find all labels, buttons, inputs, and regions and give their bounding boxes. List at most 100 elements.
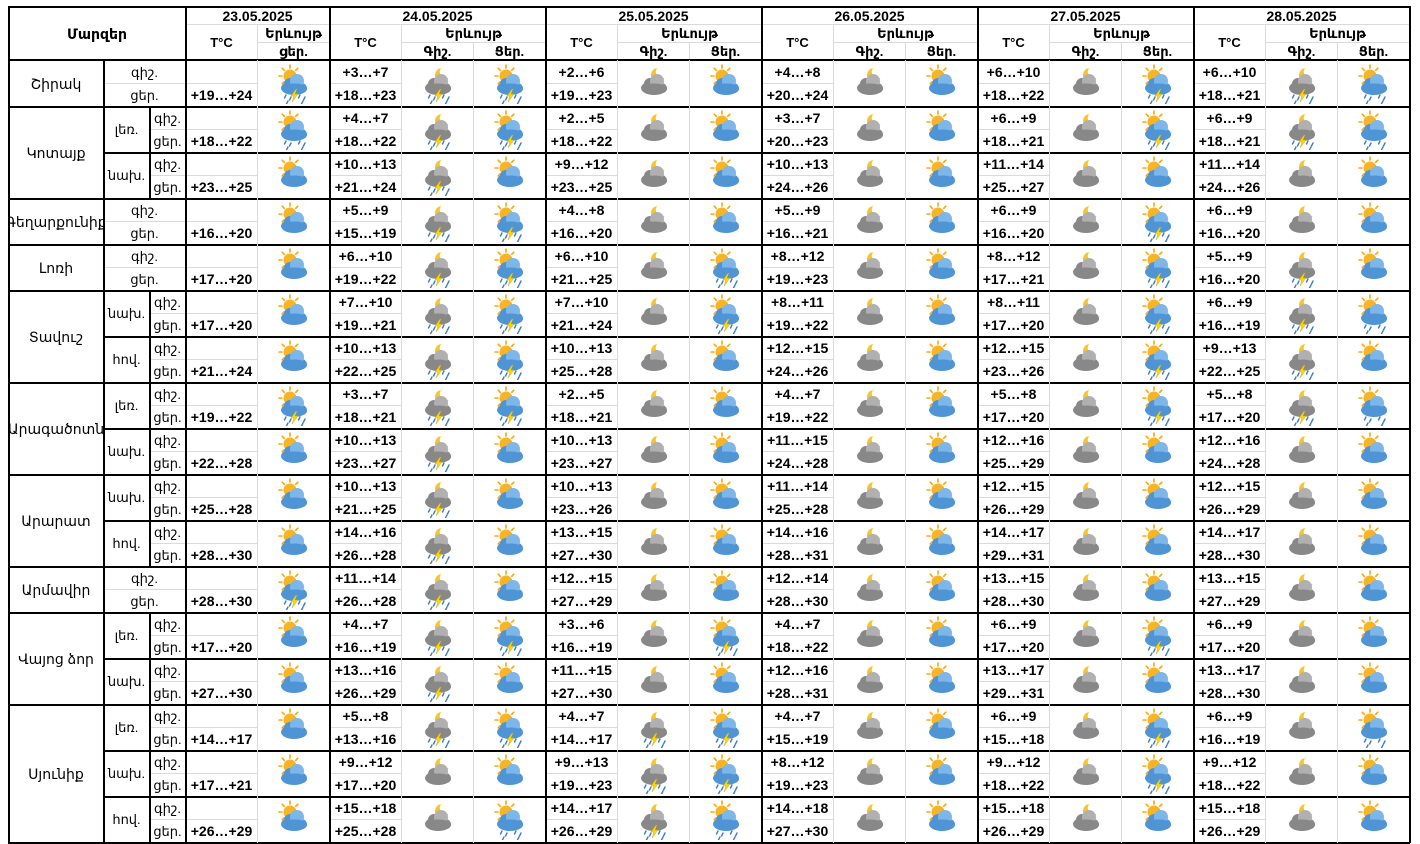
gridline: [103, 221, 186, 222]
gridline: [185, 221, 258, 222]
moon-cloud-icon: [834, 291, 905, 336]
temperature-header: T°C: [354, 35, 377, 50]
gridline: [545, 129, 618, 130]
temperature-cell: +16…+20: [982, 225, 1045, 241]
gridline: [149, 497, 186, 498]
date-header: 28.05.2025: [1266, 7, 1337, 24]
gridline: [329, 819, 402, 820]
temperature-cell: +2…+5: [558, 386, 605, 402]
temperature-cell: +20…+24: [766, 87, 829, 103]
border-line: [149, 612, 151, 705]
sun-cloud-icon: [258, 337, 329, 382]
gridline: [149, 359, 186, 360]
time-of-day-label: ցեր.: [130, 87, 159, 103]
moon-cloud-storm-icon: [618, 751, 689, 796]
sun-cloud-icon: [1122, 429, 1193, 474]
date-header: 27.05.2025: [1050, 7, 1121, 24]
gridline: [761, 313, 834, 314]
sun-cloud-rain-icon: [1338, 383, 1409, 428]
temperature-cell: +17…+20: [190, 639, 253, 655]
sun-cloud-storm-icon: [1122, 383, 1193, 428]
temperature-cell: +10…+13: [550, 432, 613, 448]
temperature-cell: [186, 659, 257, 681]
time-of-day-label: գիշ.: [131, 570, 158, 586]
temperature-cell: +17…+21: [190, 777, 253, 793]
temperature-cell: +11…+14: [767, 478, 828, 494]
moon-cloud-icon: [618, 61, 689, 106]
temperature-cell: +3…+6: [558, 616, 605, 632]
temperature-cell: +5…+9: [774, 202, 821, 218]
gridline: [689, 42, 690, 61]
temperature-cell: +26…+29: [190, 823, 253, 839]
time-of-day-label: ցեր.: [153, 639, 182, 655]
border-line: [185, 6, 187, 843]
temperature-cell: +7…+10: [554, 294, 609, 310]
moon-cloud-icon: [834, 751, 905, 796]
temperature-cell: +15…+18: [982, 731, 1045, 747]
temperature-cell: +17…+20: [334, 777, 397, 793]
sun-cloud-icon: [258, 475, 329, 520]
moon-cloud-icon: [1050, 659, 1121, 704]
moon-cloud-icon: [1050, 153, 1121, 198]
sun-cloud-icon: [258, 797, 329, 842]
gridline: [1193, 221, 1266, 222]
moon-cloud-icon: [618, 153, 689, 198]
gridline: [833, 60, 834, 843]
temperature-cell: +27…+30: [550, 547, 613, 563]
gridline: [103, 267, 186, 268]
moon-cloud-storm-icon: [402, 705, 473, 750]
subregion-label: հով.: [112, 812, 141, 827]
weather-header: Երևույթ: [661, 26, 718, 41]
sun-cloud-icon: [906, 153, 977, 198]
gridline: [1193, 83, 1266, 84]
temperature-cell: +12…+14: [766, 570, 829, 586]
sun-cloud-icon: [906, 291, 977, 336]
temperature-cell: +9…+13: [1202, 340, 1257, 356]
temperature-cell: +25…+27: [982, 179, 1045, 195]
gridline: [761, 175, 834, 176]
moon-cloud-storm-icon: [402, 337, 473, 382]
temperature-cell: +6…+9: [1206, 708, 1253, 724]
temperature-cell: +27…+30: [766, 823, 829, 839]
gridline: [761, 635, 834, 636]
weather-header: Երևույթ: [877, 26, 934, 41]
gridline: [545, 83, 618, 84]
temperature-cell: +6…+9: [1206, 294, 1253, 310]
temperature-cell: +26…+28: [334, 547, 397, 563]
gridline: [545, 359, 618, 360]
temperature-cell: +24…+26: [1198, 179, 1261, 195]
border-line: [8, 106, 1410, 108]
gridline: [761, 543, 834, 544]
gridline: [1193, 359, 1266, 360]
moon-cloud-icon: [1266, 475, 1337, 520]
temperature-cell: +26…+29: [982, 501, 1045, 517]
border-line: [329, 6, 331, 843]
gridline: [977, 313, 1050, 314]
temperature-cell: +28…+30: [766, 593, 829, 609]
temperature-cell: +28…+30: [1198, 547, 1261, 563]
sun-cloud-rain-icon: [1338, 61, 1409, 106]
temperature-cell: +12…+15: [982, 340, 1045, 356]
gridline: [1121, 60, 1122, 843]
sun-cloud-icon: [474, 659, 545, 704]
temperature-cell: +6…+10: [338, 248, 393, 264]
gridline: [977, 681, 1050, 682]
sun-cloud-rain-icon: [1338, 291, 1409, 336]
weather-header: Երևույթ: [1093, 26, 1150, 41]
temperature-cell: +27…+29: [550, 593, 613, 609]
temperature-cell: +29…+31: [982, 685, 1045, 701]
sun-cloud-icon: [1122, 567, 1193, 612]
moon-cloud-storm-icon: [1266, 245, 1337, 290]
moon-cloud-icon: [834, 475, 905, 520]
temperature-cell: [186, 521, 257, 543]
gridline: [1049, 24, 1050, 61]
border-line: [103, 336, 1410, 338]
temperature-cell: +12…+15: [982, 478, 1045, 494]
temperature-cell: +19…+22: [334, 271, 397, 287]
temperature-cell: +24…+28: [1198, 455, 1261, 471]
moon-cloud-storm-icon: [402, 429, 473, 474]
region-name: Արարատ: [21, 512, 91, 529]
sun-cloud-storm-icon: [474, 613, 545, 658]
gridline: [149, 175, 186, 176]
gridline: [185, 681, 258, 682]
